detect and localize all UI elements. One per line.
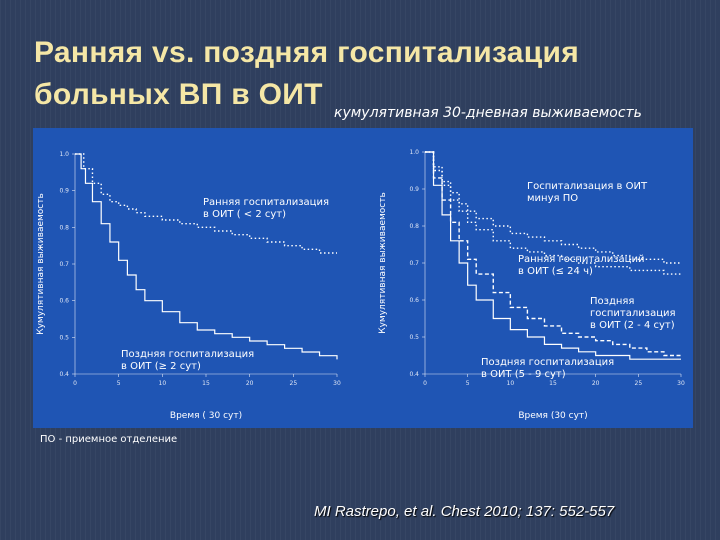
x-tick-label: 15 (202, 380, 210, 387)
x-tick-label: 10 (159, 380, 167, 387)
annotation-text: минуя ПО (527, 193, 578, 204)
annotation-text: в ОИТ (≤ 24 ч) (518, 266, 593, 277)
slide-title: Ранняя vs. поздняя госпитализация больны… (34, 32, 694, 116)
annotation-text: госпитализация (590, 308, 676, 319)
charts-svg: 0.4 0.5 0.6 0.7 0.8 0.9 1.0 0 5 10 15 20 25 30 Время (… (33, 128, 693, 428)
y-tick-label: 0.8 (59, 224, 69, 231)
x-tick-label: 25 (635, 380, 643, 387)
annotation-text: Поздняя госпитализация (121, 349, 254, 360)
chart-right: 0.4 0.5 0.6 0.7 0.8 0.9 1.0 0 5 10 15 20 25 30 Время (… (378, 149, 685, 421)
chart-left: 0.4 0.5 0.6 0.7 0.8 0.9 1.0 0 5 10 15 20 25 30 Время (… (36, 151, 341, 421)
y-tick-label: 0.7 (409, 260, 419, 267)
x-tick-label: 15 (549, 380, 557, 387)
slide-subtitle: кумулятивная 30-дневная выживаемость (334, 105, 642, 121)
x-tick-label: 0 (73, 380, 77, 387)
x-tick-label: 5 (117, 380, 121, 387)
x-tick-label: 30 (333, 380, 341, 387)
x-axis-label: Время (30 сут) (518, 411, 587, 421)
citation: MI Rastrepo, et al. Chest 2010; 137: 552… (314, 503, 614, 520)
series-line-2 (75, 154, 337, 359)
y-axis-label: Кумулятивная выживаемость (378, 192, 388, 334)
x-tick-label: 20 (592, 380, 600, 387)
footnote: ПО - приемное отделение (40, 434, 177, 445)
series-line-1 (425, 152, 681, 263)
title-line-1: Ранняя vs. поздняя госпитализация (34, 32, 694, 74)
y-tick-label: 0.9 (409, 186, 419, 193)
x-axis-label: Время ( 30 сут) (170, 411, 242, 421)
y-tick-label: 0.4 (409, 371, 419, 378)
y-tick-label: 0.6 (409, 297, 419, 304)
y-tick-label: 1.0 (409, 149, 419, 156)
x-tick-label: 10 (507, 380, 515, 387)
annotation-text: в ОИТ ( < 2 сут) (203, 209, 286, 220)
annotation-text: Поздняя (590, 296, 634, 307)
y-tick-label: 0.4 (59, 371, 69, 378)
annotation-text: в ОИТ (5 - 9 сут) (481, 369, 566, 380)
annotation-text: Ранняя госпитализация (203, 197, 329, 208)
annotation-text: Ранняя госпитализаций (518, 254, 644, 265)
annotation-text: Поздняя госпитализация (481, 357, 614, 368)
y-tick-label: 0.5 (409, 334, 419, 341)
annotation-text: в ОИТ (≥ 2 сут) (121, 361, 201, 372)
annotation-text: Госпитализация в ОИТ (527, 181, 648, 192)
y-tick-label: 0.7 (59, 261, 69, 268)
y-tick-label: 0.5 (59, 334, 69, 341)
y-tick-label: 1.0 (59, 151, 69, 158)
x-tick-label: 30 (677, 380, 685, 387)
x-tick-label: 5 (466, 380, 470, 387)
y-tick-label: 0.8 (409, 223, 419, 230)
annotation-text: в ОИТ (2 - 4 сут) (590, 320, 675, 331)
x-tick-label: 25 (290, 380, 298, 387)
x-tick-label: 20 (246, 380, 254, 387)
y-tick-label: 0.9 (59, 188, 69, 195)
y-tick-label: 0.6 (59, 298, 69, 305)
y-axis-label: Кумулятивная выживаемость (36, 193, 46, 335)
x-tick-label: 0 (423, 380, 427, 387)
